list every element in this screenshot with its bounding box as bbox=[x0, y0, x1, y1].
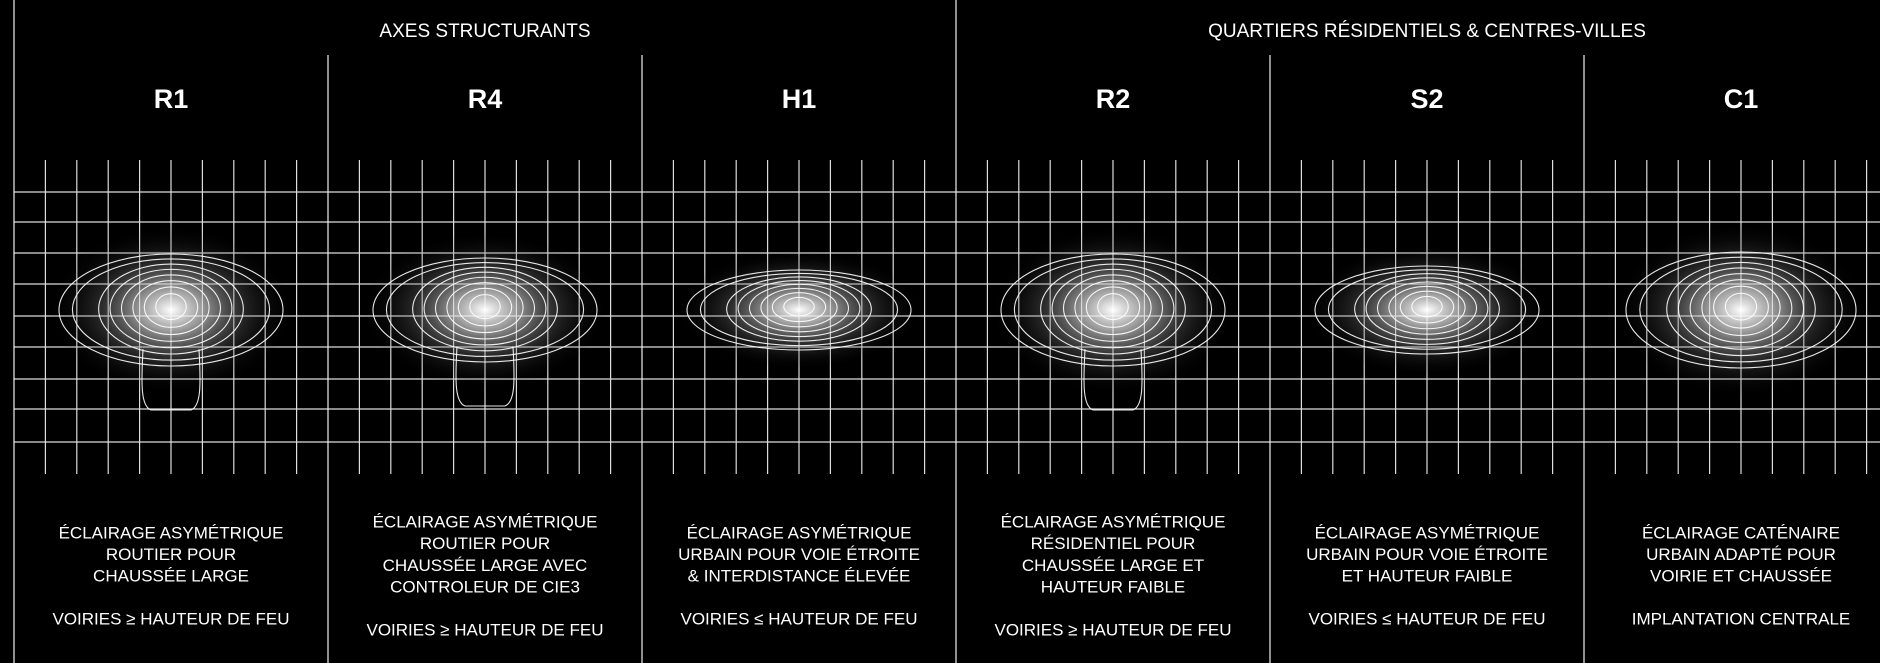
description-line: ÉCLAIRAGE ASYMÉTRIQUE bbox=[373, 513, 598, 532]
contour bbox=[143, 286, 199, 328]
column-title: S2 bbox=[1410, 84, 1443, 114]
contour bbox=[1399, 290, 1455, 324]
contour bbox=[783, 296, 815, 317]
contour bbox=[1388, 285, 1466, 330]
description-line: ÉCLAIRAGE CATÉNAIRE bbox=[1642, 523, 1840, 542]
group-title: QUARTIERS RÉSIDENTIELS & CENTRES-VILLES bbox=[1208, 21, 1646, 42]
contour bbox=[385, 262, 585, 358]
description-line: URBAIN POUR VOIE ÉTROITE bbox=[678, 545, 920, 564]
description-line: CHAUSSÉE LARGE AVEC bbox=[383, 556, 588, 575]
description-line: ROUTIER POUR bbox=[106, 545, 236, 564]
contour bbox=[1354, 273, 1500, 345]
description-line: CONTROLEUR DE CIE3 bbox=[390, 577, 580, 596]
contour bbox=[457, 287, 513, 327]
note: VOIRIES ≤ HAUTEUR DE FEU bbox=[681, 610, 918, 629]
contour bbox=[98, 263, 244, 355]
contour bbox=[686, 269, 912, 351]
light-glow bbox=[1614, 223, 1868, 397]
contour bbox=[1724, 292, 1758, 321]
contour bbox=[771, 292, 827, 323]
description-line: URBAIN ADAPTÉ POUR bbox=[1646, 545, 1836, 564]
description-line: RÉSIDENTIEL POUR bbox=[1031, 534, 1196, 553]
column-title: R2 bbox=[1096, 84, 1131, 114]
contour bbox=[1701, 279, 1781, 337]
contour bbox=[1051, 268, 1175, 349]
contour bbox=[120, 274, 222, 342]
contour bbox=[1314, 265, 1540, 355]
contour bbox=[726, 276, 872, 342]
description-line: HAUTEUR FAIBLE bbox=[1041, 577, 1186, 596]
contour bbox=[760, 287, 838, 328]
contour bbox=[446, 282, 524, 334]
description-line: CHAUSSÉE LARGE bbox=[93, 567, 249, 586]
description-line: ÉCLAIRAGE ASYMÉTRIQUE bbox=[1315, 523, 1540, 542]
description-line: CHAUSSÉE LARGE ET bbox=[1022, 556, 1204, 575]
contour bbox=[1062, 274, 1164, 342]
contour bbox=[1074, 280, 1152, 336]
description-line: ROUTIER POUR bbox=[420, 534, 550, 553]
contour bbox=[1411, 295, 1443, 318]
light-glow bbox=[1303, 244, 1551, 376]
contour bbox=[469, 294, 501, 320]
contour bbox=[1097, 293, 1129, 321]
contour bbox=[455, 346, 515, 407]
group-title: AXES STRUCTURANTS bbox=[379, 21, 590, 42]
contour bbox=[1689, 273, 1793, 344]
note: VOIRIES ≥ HAUTEUR DE FEU bbox=[367, 620, 604, 639]
contour bbox=[58, 253, 284, 367]
contour bbox=[109, 268, 233, 349]
note: VOIRIES ≥ HAUTEUR DE FEU bbox=[53, 610, 290, 629]
description-line: ET HAUTEUR FAIBLE bbox=[1342, 567, 1513, 586]
contour bbox=[1376, 281, 1478, 335]
contour bbox=[1639, 256, 1843, 363]
light-glow bbox=[361, 232, 609, 388]
contour bbox=[1000, 253, 1226, 367]
light-glow bbox=[675, 250, 923, 370]
note: VOIRIES ≥ HAUTEUR DE FEU bbox=[995, 620, 1232, 639]
contour bbox=[412, 266, 558, 352]
contour bbox=[699, 272, 899, 347]
description-line: URBAIN POUR VOIE ÉTROITE bbox=[1306, 545, 1548, 564]
contour bbox=[1677, 267, 1805, 350]
contour bbox=[1013, 258, 1213, 361]
column-title: C1 bbox=[1724, 84, 1759, 114]
contour bbox=[71, 258, 271, 361]
contour bbox=[1713, 285, 1769, 329]
light-glow bbox=[989, 226, 1237, 394]
description-line: ÉCLAIRAGE ASYMÉTRIQUE bbox=[1001, 513, 1226, 532]
light-glow bbox=[47, 226, 295, 394]
description-line: VOIRIE ET CHAUSSÉE bbox=[1650, 567, 1832, 586]
contour bbox=[1040, 263, 1186, 355]
contour bbox=[737, 280, 861, 338]
column-title: H1 bbox=[782, 84, 817, 114]
description-line: ÉCLAIRAGE ASYMÉTRIQUE bbox=[59, 523, 284, 542]
contour bbox=[423, 271, 547, 346]
description-line: & INTERDISTANCE ÉLEVÉE bbox=[688, 567, 911, 586]
note: IMPLANTATION CENTRALE bbox=[1632, 610, 1851, 629]
column-title: R1 bbox=[154, 84, 189, 114]
contour bbox=[1365, 277, 1489, 340]
contour bbox=[1666, 261, 1816, 357]
contour bbox=[155, 293, 187, 321]
contour bbox=[1327, 269, 1527, 350]
description-line: ÉCLAIRAGE ASYMÉTRIQUE bbox=[687, 523, 912, 542]
contour bbox=[434, 276, 536, 340]
column-title: R4 bbox=[468, 84, 503, 114]
contour bbox=[1625, 251, 1857, 369]
contour bbox=[141, 349, 201, 411]
contour bbox=[132, 280, 210, 336]
note: VOIRIES ≤ HAUTEUR DE FEU bbox=[1309, 610, 1546, 629]
contour bbox=[748, 283, 850, 333]
contour bbox=[372, 257, 598, 363]
contour bbox=[1083, 349, 1143, 411]
contour bbox=[1085, 286, 1141, 328]
